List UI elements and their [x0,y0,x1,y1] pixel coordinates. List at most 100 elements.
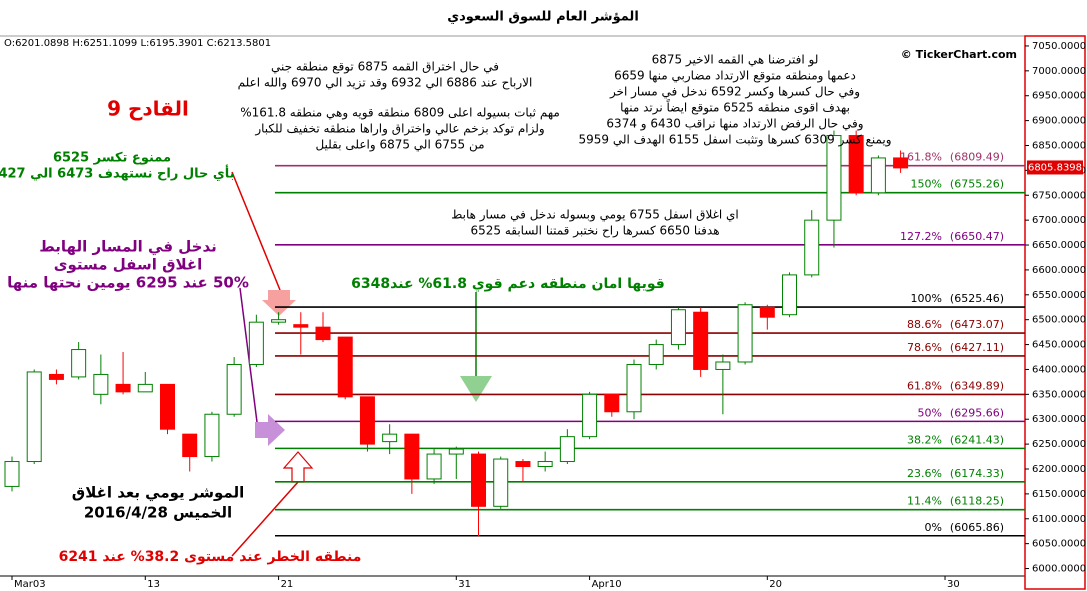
y-tick-label: 6850.0000 [1032,140,1086,151]
annotation: الخميس 2016/4/28 [84,504,232,522]
fib-label: 50% [918,406,942,419]
candle-body [693,311,709,370]
fib-value-label: (6525.46) [950,292,1004,305]
y-tick-label: 6650.0000 [1032,240,1086,251]
y-tick-label: 6700.0000 [1032,215,1086,226]
fib-label: 61.8% [907,379,942,392]
candle-body [4,461,20,487]
fib-label: 11.4% [907,495,942,508]
y-tick-label: 6250.0000 [1032,439,1086,450]
annotation: وفي حال كسرها وكسر 6592 ندخل في مسار اخر [609,85,860,100]
y-tick-label: 7000.0000 [1032,66,1086,77]
candle-body [782,274,798,316]
fib-label: 38.2% [907,433,942,446]
annotation: وفي حال الرفض الارتداد منها نراقب 6430 و… [606,117,863,132]
last-price-box [1027,160,1083,175]
y-tick-label: 6050.0000 [1032,539,1086,550]
candle-body [137,383,153,393]
annotation: بأي حال راح نستهدف 6473 الي 6427 [0,165,235,182]
y-tick-label: 6400.0000 [1032,364,1086,375]
x-tick-label: 31 [458,579,471,590]
fib-label: 161.8% [900,151,942,164]
candle-body [226,363,242,415]
candle-body [271,319,287,323]
fib-value-label: (6427.11) [950,341,1004,354]
chart-title: المؤشر العام للسوق السعودي [447,10,639,25]
annotation: اي اغلاق اسفل 6755 يومي وبسوله ندخل في م… [451,208,739,223]
candle-body [826,135,842,221]
y-tick-label: 6550.0000 [1032,290,1086,301]
candle-body [604,393,620,413]
x-tick-label: 20 [769,579,782,590]
x-tick-label: 21 [281,579,294,590]
fib-label: 78.6% [907,341,942,354]
annotation: قويها امان منطقه دعم قوي 61.8% عند6348 [351,276,665,293]
y-tick-label: 6950.0000 [1032,91,1086,102]
candle-body [582,393,598,438]
fib-value-label: (6650.47) [950,230,1004,243]
last-price-label: 6805.8398 [1028,162,1082,173]
x-tick-label: 13 [147,579,160,590]
fib-value-label: (6065.86) [950,521,1004,534]
y-tick-label: 6900.0000 [1032,116,1086,127]
annotation: دعمها ومنطقه متوقع الارتداد مضاربي منها … [614,69,856,84]
fib-label: 0% [925,521,942,534]
annotation: لو افترضنا هي القمه الاخير 6875 [652,53,819,68]
x-tick-label: Mar03 [14,579,46,590]
candle-body [182,433,198,458]
fib-label: 127.2% [900,230,942,243]
annotation: 50% عند 6295 يومين نحتها منها [7,274,249,292]
annotation: من 6755 الي 6875 واعلى بقليل [315,138,484,153]
fib-value-label: (6118.25) [950,495,1004,508]
candle-body [115,383,131,393]
candle-body [337,336,353,398]
fib-value-label: (6809.49) [950,151,1004,164]
fib-label: 100% [911,292,942,305]
annotation: منطقه الخطر عند مستوى 38.2% عند 6241 [59,549,362,565]
fib-value-label: (6241.43) [950,433,1004,446]
candle-body [670,309,686,346]
x-tick-label: Apr10 [592,579,622,590]
candle-body [315,326,331,341]
x-tick-label: 30 [947,579,960,590]
candle-body [93,373,109,395]
y-tick-label: 6750.0000 [1032,190,1086,201]
candle-body [493,458,509,507]
ohlc-header: O:6201.0898 H:6251.1099 L:6195.3901 C:62… [4,38,271,49]
annotation: ويمنع كسر 6309 كسرها وتثبت اسفل 6155 اله… [578,133,891,148]
candle-body [26,371,42,463]
y-tick-label: 6450.0000 [1032,340,1086,351]
annotation: اغلاق اسفل مستوى [54,256,203,274]
y-tick-label: 6100.0000 [1032,514,1086,525]
annotation: مهم ثبات بسيوله اعلى 6809 منطقه قويه وهي… [240,106,560,121]
candle-body [515,461,531,468]
candle-body [537,461,553,468]
candle-body [893,157,909,169]
y-tick-label: 6600.0000 [1032,265,1086,276]
annotation: هدفنا 6650 كسرها راح نختبر قمتنا السابقه… [470,224,719,239]
fib-value-label: (6349.89) [950,379,1004,392]
candle-body [759,306,775,318]
annotation: القادح 9 [107,97,189,121]
y-tick-label: 6300.0000 [1032,414,1086,425]
fib-label: 23.6% [907,467,942,480]
candle-body [559,436,575,463]
candle-body [71,349,87,378]
y-tick-label: 6150.0000 [1032,489,1086,500]
y-tick-label: 6350.0000 [1032,389,1086,400]
fib-label: 150% [911,178,942,191]
y-tick-label: 6000.0000 [1032,564,1086,575]
candle-body [471,453,487,507]
candle-body [715,361,731,370]
fib-value-label: (6755.26) [950,178,1004,191]
annotation: ممنوع تكسر 6525 [53,151,171,166]
annotation: الموشر يومي بعد اغلاق [72,484,244,502]
annotation: ولزام توكد بزخم عالي واختراق واراها منطق… [254,122,544,137]
candle-body [870,157,886,194]
candle-body [48,373,64,380]
annotation: بهدف اقوى منطقه 6525 متوقع ايضاً نرتد من… [620,99,850,116]
y-tick-label: 6500.0000 [1032,315,1086,326]
candle-body [737,304,753,363]
